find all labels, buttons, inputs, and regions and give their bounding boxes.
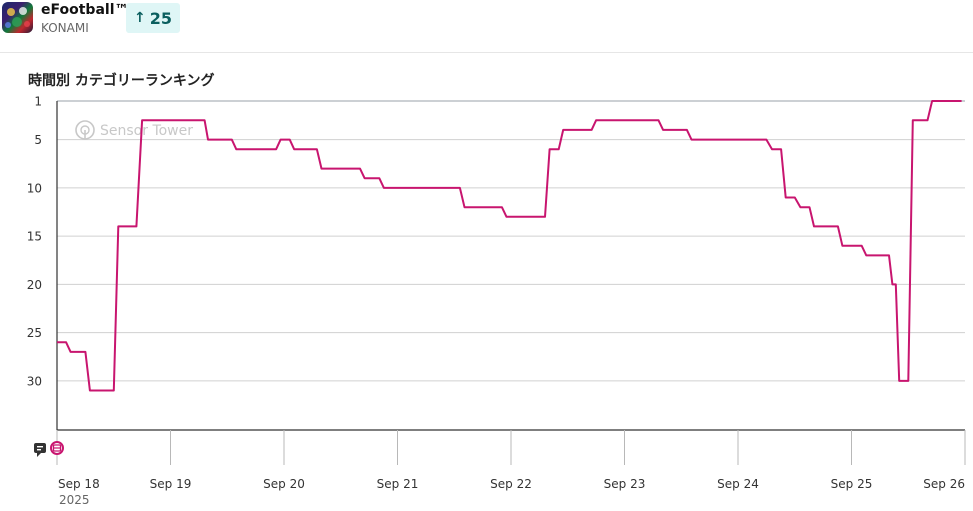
y-tick-label: 30 <box>27 374 42 388</box>
series-layer <box>57 100 962 392</box>
x-tick-label: Sep 20 <box>263 477 305 491</box>
ranking-series-line[interactable] <box>57 100 962 392</box>
efootball-app-icon[interactable] <box>2 2 33 33</box>
y-tick-label: 15 <box>27 230 42 244</box>
arrow-up-icon: ↑ <box>134 10 146 26</box>
rank-change-badge: ↑ 25 <box>126 3 180 33</box>
watermark-text: Sensor Tower <box>100 123 193 139</box>
sensor-tower-logo-icon <box>75 120 95 140</box>
x-tick-label: Sep 25 <box>831 477 873 491</box>
app-header: eFootball™ KONAMI ↑ 25 <box>0 0 973 53</box>
comment-icon[interactable] <box>34 443 46 457</box>
y-tick-label: 20 <box>27 278 42 292</box>
rank-change-value: 25 <box>149 8 172 28</box>
app-icon-art <box>5 7 30 28</box>
y-tick-label: 5 <box>34 133 42 147</box>
publisher-name[interactable]: KONAMI <box>41 21 89 35</box>
chart-title: 時間別 カテゴリーランキング <box>28 73 215 89</box>
update-icon[interactable] <box>50 441 64 455</box>
y-tick-label: 1 <box>34 95 42 109</box>
x-tick-label: Sep 22 <box>490 477 532 491</box>
grid-layer <box>57 139 965 382</box>
y-tick-label: 10 <box>27 181 42 195</box>
app-name[interactable]: eFootball™ <box>41 2 129 18</box>
x-tick-label: Sep 24 <box>717 477 759 491</box>
x-tick-label: Sep 19 <box>150 477 192 491</box>
x-axis-labels: Sep 18 2025 Sep 19 Sep 20 Sep 21 Sep 22 Sep 23… <box>58 477 965 507</box>
x-tick-label: Sep 18 <box>58 477 100 491</box>
x-tick-year-label: 2025 <box>59 493 90 507</box>
x-tick-label: Sep 26 <box>923 477 965 491</box>
y-tick-label: 25 <box>27 326 42 340</box>
event-icons <box>34 441 64 457</box>
x-tick-label: Sep 21 <box>377 477 419 491</box>
sensor-tower-watermark: Sensor Tower <box>75 120 193 140</box>
x-tick-label: Sep 23 <box>604 477 646 491</box>
